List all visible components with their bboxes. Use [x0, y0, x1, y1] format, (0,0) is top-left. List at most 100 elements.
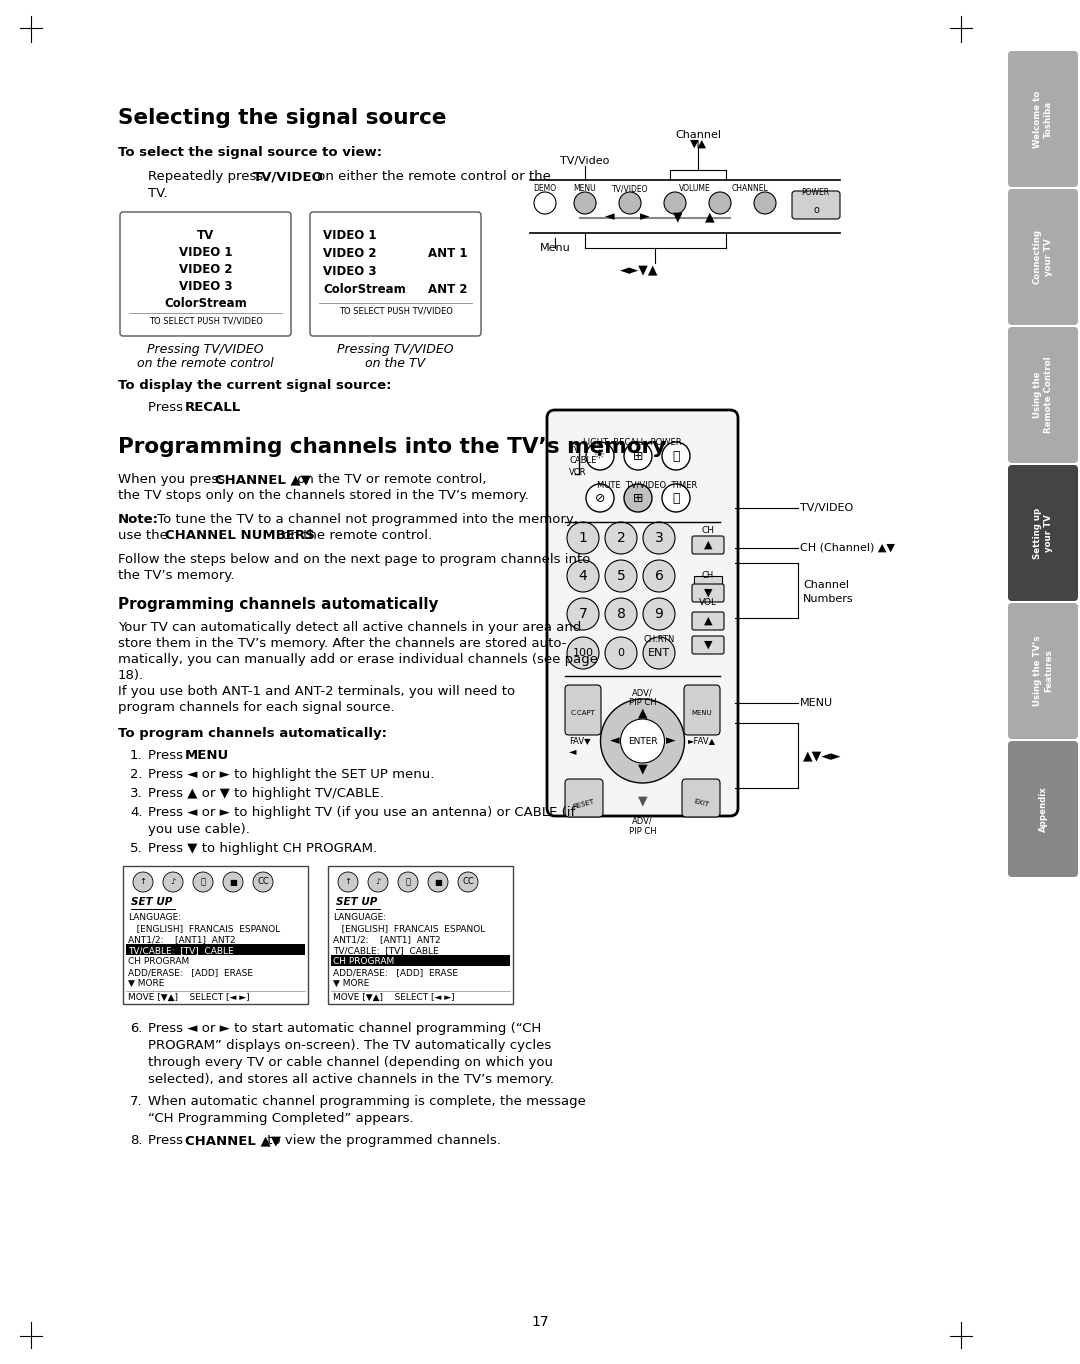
- Text: ◄: ◄: [610, 734, 619, 747]
- FancyBboxPatch shape: [1008, 327, 1078, 462]
- Text: ◄►▼▲: ◄►▼▲: [620, 263, 659, 276]
- Text: VIDEO 1: VIDEO 1: [179, 246, 232, 259]
- Text: TO SELECT PUSH TV/VIDEO: TO SELECT PUSH TV/VIDEO: [338, 306, 453, 315]
- Text: ADD/ERASE:   [ADD]  ERASE: ADD/ERASE: [ADD] ERASE: [333, 968, 458, 977]
- Text: store them in the TV’s memory. After the channels are stored auto-: store them in the TV’s memory. After the…: [118, 637, 567, 651]
- Bar: [126, 944, 305, 955]
- Text: ⓘ: ⓘ: [672, 450, 679, 462]
- Bar: [694, 576, 723, 591]
- Text: 6.: 6.: [130, 1022, 143, 1035]
- Text: 3.: 3.: [130, 787, 143, 801]
- Circle shape: [708, 192, 731, 214]
- Circle shape: [534, 192, 556, 214]
- Text: TO SELECT PUSH TV/VIDEO: TO SELECT PUSH TV/VIDEO: [149, 316, 262, 325]
- Text: .: .: [233, 401, 238, 415]
- Circle shape: [643, 561, 675, 592]
- FancyBboxPatch shape: [1008, 603, 1078, 739]
- Text: Press: Press: [148, 749, 187, 762]
- Text: “CH Programming Completed” appears.: “CH Programming Completed” appears.: [148, 1112, 414, 1125]
- Text: ADV/
PIP CH: ADV/ PIP CH: [629, 817, 657, 836]
- Text: ADV/
PIP CH: ADV/ PIP CH: [629, 687, 657, 708]
- Text: ANT1/2:    [ANT1]  ANT2: ANT1/2: [ANT1] ANT2: [333, 934, 441, 944]
- Text: VOL: VOL: [699, 597, 717, 607]
- Text: ANT 1: ANT 1: [429, 247, 468, 261]
- Text: CH: CH: [702, 527, 715, 535]
- Text: ◄: ◄: [569, 746, 577, 756]
- Bar: [330, 955, 510, 966]
- Text: CH PROGRAM: CH PROGRAM: [129, 958, 189, 966]
- Text: CHANNEL: CHANNEL: [731, 184, 768, 192]
- Text: 18).: 18).: [118, 668, 144, 682]
- Text: ►: ►: [665, 734, 675, 747]
- Text: CHANNEL ▲▼: CHANNEL ▲▼: [185, 1133, 281, 1147]
- FancyBboxPatch shape: [792, 191, 840, 220]
- Circle shape: [567, 522, 599, 554]
- Text: ▼ MORE: ▼ MORE: [129, 979, 164, 988]
- Text: DEMO: DEMO: [534, 184, 556, 192]
- Text: PROGRAM” displays on-screen). The TV automatically cycles: PROGRAM” displays on-screen). The TV aut…: [148, 1039, 551, 1052]
- Circle shape: [222, 872, 243, 892]
- Text: 1.: 1.: [130, 749, 143, 762]
- Text: ▼: ▼: [637, 794, 647, 807]
- Text: ▲: ▲: [637, 707, 647, 719]
- Text: ENTER: ENTER: [627, 737, 658, 746]
- Text: .: .: [221, 749, 225, 762]
- Text: C.CAPT: C.CAPT: [570, 711, 595, 716]
- Text: VIDEO 3: VIDEO 3: [323, 265, 377, 278]
- Text: VOLUME: VOLUME: [679, 184, 711, 192]
- Text: TV: TV: [569, 446, 580, 456]
- Text: ▼: ▼: [673, 210, 683, 224]
- Text: Press ▲ or ▼ to highlight TV/CABLE.: Press ▲ or ▼ to highlight TV/CABLE.: [148, 787, 383, 801]
- Text: ▼: ▼: [637, 762, 647, 776]
- Text: ▲▼◄►: ▲▼◄►: [804, 749, 841, 762]
- Text: ■: ■: [229, 877, 237, 887]
- Text: ▲: ▲: [705, 210, 715, 224]
- Circle shape: [605, 597, 637, 630]
- Text: 8: 8: [617, 607, 625, 621]
- Text: on the remote control: on the remote control: [137, 357, 274, 370]
- Text: ColorStream: ColorStream: [164, 297, 247, 310]
- Text: VIDEO 1: VIDEO 1: [323, 229, 377, 241]
- Circle shape: [624, 484, 652, 512]
- FancyBboxPatch shape: [692, 636, 724, 653]
- Text: on the remote control.: on the remote control.: [278, 529, 432, 542]
- Text: ⊘: ⊘: [595, 491, 605, 505]
- Text: through every TV or cable channel (depending on which you: through every TV or cable channel (depen…: [148, 1056, 553, 1069]
- Circle shape: [399, 872, 418, 892]
- Text: ↑: ↑: [139, 877, 147, 887]
- Text: CH (Channel) ▲▼: CH (Channel) ▲▼: [800, 543, 895, 552]
- Text: MENU: MENU: [573, 184, 596, 192]
- Text: VIDEO 2: VIDEO 2: [179, 263, 232, 276]
- Text: Pressing TV/VIDEO: Pressing TV/VIDEO: [337, 342, 454, 356]
- Text: Programming channels into the TV’s memory: Programming channels into the TV’s memor…: [118, 436, 666, 457]
- Text: 17: 17: [531, 1315, 549, 1329]
- Text: SET UP: SET UP: [336, 898, 377, 907]
- Text: ⌛: ⌛: [672, 491, 679, 505]
- Text: use the: use the: [118, 529, 172, 542]
- Text: MENU: MENU: [185, 749, 229, 762]
- Text: Setting up
your TV: Setting up your TV: [1032, 507, 1053, 559]
- FancyBboxPatch shape: [1008, 190, 1078, 325]
- Text: 6: 6: [654, 569, 663, 582]
- Text: [ENGLISH]  FRANCAIS  ESPANOL: [ENGLISH] FRANCAIS ESPANOL: [333, 923, 485, 933]
- Text: Channel: Channel: [675, 130, 721, 140]
- Text: Appendix: Appendix: [1039, 786, 1048, 832]
- Text: 4: 4: [579, 569, 588, 582]
- FancyBboxPatch shape: [565, 779, 603, 817]
- Text: Press: Press: [148, 401, 187, 415]
- Circle shape: [619, 192, 642, 214]
- Circle shape: [643, 597, 675, 630]
- Text: EXIT: EXIT: [692, 798, 710, 807]
- Text: VIDEO 2: VIDEO 2: [323, 247, 377, 261]
- Circle shape: [567, 597, 599, 630]
- FancyBboxPatch shape: [1008, 741, 1078, 877]
- Text: If you use both ANT-1 and ANT-2 terminals, you will need to: If you use both ANT-1 and ANT-2 terminal…: [118, 685, 515, 698]
- Circle shape: [458, 872, 478, 892]
- Text: TV/CABLE:  [TV]  CABLE: TV/CABLE: [TV] CABLE: [333, 947, 438, 955]
- Text: Numbers: Numbers: [804, 593, 853, 603]
- Circle shape: [662, 484, 690, 512]
- Circle shape: [643, 522, 675, 554]
- Text: Press: Press: [148, 1133, 187, 1147]
- Text: TV/CABLE:  [TV]  CABLE: TV/CABLE: [TV] CABLE: [129, 947, 233, 955]
- FancyBboxPatch shape: [310, 211, 481, 336]
